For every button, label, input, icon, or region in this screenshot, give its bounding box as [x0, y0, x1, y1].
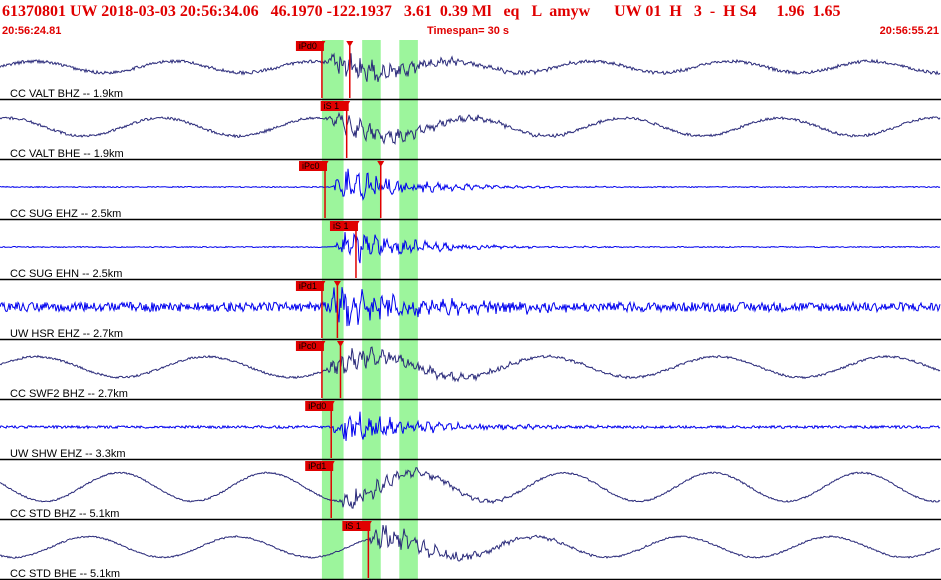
channel-label: CC SUG EHZ -- 2.5km: [10, 208, 121, 220]
channel-label: CC SWF2 BHZ -- 2.7km: [10, 388, 128, 400]
phase-pick-marker: [346, 41, 354, 47]
phase-label: iS 1: [345, 521, 361, 531]
phase-label: iS 1: [333, 221, 349, 231]
waveform-trace: [0, 411, 941, 441]
trace-row[interactable]: iS 1 CC STD BHE -- 5.1km: [0, 521, 941, 580]
trace-row[interactable]: iPc0 CC SWF2 BHZ -- 2.7km: [0, 341, 941, 401]
phase-label: iPd1: [299, 281, 317, 291]
trace-row[interactable]: iS 1 CC SUG EHN -- 2.5km: [0, 221, 941, 281]
waveform-trace: [0, 287, 941, 327]
waveform-trace: [0, 52, 941, 83]
channel-label: CC STD BHE -- 5.1km: [10, 568, 120, 580]
phase-label-box: [342, 521, 371, 531]
phase-label: iPd0: [308, 401, 326, 411]
channel-label: UW HSR EHZ -- 2.7km: [10, 328, 123, 340]
phase-label-box: [295, 281, 324, 291]
trace-row[interactable]: iS 1 CC VALT BHE -- 1.9km: [0, 101, 941, 161]
timespan-label: Timespan= 30 s: [427, 25, 510, 37]
phase-pick-marker: [336, 341, 344, 347]
waveform-trace: [0, 111, 941, 145]
trace-row[interactable]: iPd1 UW HSR EHZ -- 2.7km: [0, 281, 941, 341]
waveform-trace: [0, 467, 941, 509]
channel-label: UW SHW EHZ -- 3.3km: [10, 448, 126, 460]
waveform-panel[interactable]: iPd0 CC VALT BHZ -- 1.9km iS 1 CC VALT BHE …: [0, 40, 941, 580]
phase-pick-marker: [377, 161, 385, 167]
trace-row[interactable]: iPd0 UW SHW EHZ -- 3.3km: [0, 401, 941, 461]
phase-label-box: [295, 341, 324, 351]
time-bar: 20:56:24.81 Timespan= 30 s 20:56:55.21: [0, 25, 941, 38]
phase-label: iPc0: [299, 341, 317, 351]
channel-label: CC VALT BHZ -- 1.9km: [10, 88, 123, 100]
trace-row[interactable]: iPc0 CC SUG EHZ -- 2.5km: [0, 161, 941, 221]
phase-pick-marker: [333, 281, 341, 287]
phase-label: iPd1: [308, 461, 326, 471]
waveform-trace: [0, 232, 941, 264]
phase-label: iPd0: [299, 41, 317, 51]
phase-label-box: [305, 401, 334, 411]
channel-label: CC SUG EHN -- 2.5km: [10, 268, 122, 280]
trace-row[interactable]: iPd0 CC VALT BHZ -- 1.9km: [0, 41, 941, 101]
waveform-trace: [0, 168, 941, 201]
channel-label: CC VALT BHE -- 1.9km: [10, 148, 124, 160]
waveform-trace: [0, 346, 941, 383]
channel-label: CC STD BHZ -- 5.1km: [10, 508, 119, 520]
start-time: 20:56:24.81: [2, 25, 62, 37]
phase-label-box: [320, 101, 349, 111]
waveform-trace: [0, 525, 941, 562]
pick-window-band: [321, 40, 344, 580]
phase-label: iPc0: [302, 161, 320, 171]
phase-label-box: [305, 461, 334, 471]
phase-label-box: [299, 161, 328, 171]
phase-label: iS 1: [324, 101, 340, 111]
trace-row[interactable]: iPd1 CC STD BHZ -- 5.1km: [0, 461, 941, 521]
phase-label-box: [295, 41, 324, 51]
event-title: 61370801 UW 2018-03-03 20:56:34.06 46.19…: [2, 3, 841, 20]
phase-label-box: [329, 221, 358, 231]
event-header: 61370801 UW 2018-03-03 20:56:34.06 46.19…: [0, 0, 941, 40]
end-time: 20:56:55.21: [879, 25, 939, 37]
